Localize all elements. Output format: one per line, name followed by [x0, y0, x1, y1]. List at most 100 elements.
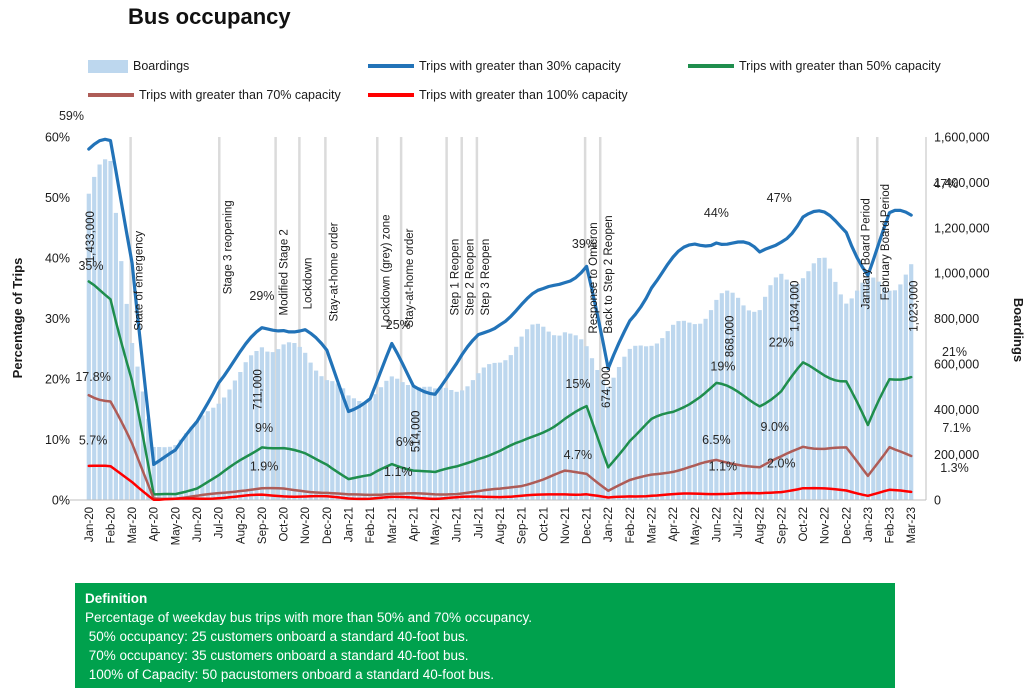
boardings-callout: 711,000 [253, 369, 265, 410]
boarding-bar [790, 284, 795, 500]
definition-box: Definition Percentage of weekday bus tri… [75, 583, 895, 688]
x-tick-label: Jun-20 [192, 507, 204, 542]
boarding-bar [378, 387, 384, 500]
left-axis-tick: 10% [45, 433, 70, 447]
x-tick-label: Sep-21 [517, 507, 529, 544]
boarding-bar [330, 381, 335, 500]
x-tick-label: May-21 [430, 507, 442, 545]
point-label: 2.0% [767, 457, 796, 471]
x-tick-label: Dec-22 [841, 507, 853, 544]
boarding-bar [855, 290, 860, 500]
boarding-bar [909, 264, 914, 500]
boarding-bar [130, 343, 135, 500]
boarding-bar [768, 285, 773, 500]
right-axis-tick: 600,000 [934, 357, 979, 371]
boarding-bar [124, 303, 129, 500]
boarding-bar [297, 346, 302, 500]
x-tick-label: Feb-21 [365, 507, 377, 543]
boarding-bar [259, 347, 264, 500]
point-label: 1.1% [384, 465, 413, 479]
x-tick-label: Jun-22 [711, 507, 723, 542]
boarding-bar [222, 397, 227, 500]
boarding-bar [552, 335, 557, 500]
event-label: Step 1 Reopen [450, 239, 462, 316]
right-axis-tick: 200,000 [934, 448, 979, 462]
boarding-bar [303, 352, 308, 500]
boardings-callout: 514,000 [411, 411, 423, 453]
boarding-bar [882, 287, 887, 500]
event-label: Stay-at-home order [404, 228, 416, 327]
x-tick-label: Jun-21 [452, 507, 464, 542]
x-tick-label: Nov-22 [820, 507, 832, 544]
boarding-bar [698, 323, 703, 500]
point-label: 22% [769, 336, 794, 350]
point-label: 59% [59, 109, 84, 123]
boarding-bar [324, 380, 329, 500]
event-label: Modified Stage 2 [279, 229, 291, 315]
legend-label: Trips with greater than 100% capacity [419, 88, 628, 102]
boarding-bar [346, 395, 351, 500]
annotations: 59% 35% 17.8% 5.7% 29% 9% 1.9% 25% 6% 1.1% 39% 15% 4… [59, 109, 971, 479]
point-label: 17.8% [75, 370, 110, 384]
x-tick-label: Feb-22 [625, 507, 637, 543]
point-label: 25% [386, 318, 411, 332]
chart-title: Bus occupancy [128, 4, 291, 29]
boarding-bar [638, 345, 643, 500]
definition-title: Definition [85, 591, 148, 606]
boarding-bar [806, 271, 811, 500]
boarding-bar [389, 376, 394, 500]
boarding-bar [784, 279, 789, 500]
boarding-bar [211, 407, 216, 500]
event-label: Step 2 Reopen [465, 239, 477, 316]
boardings-callout: 1,023,000 [908, 281, 920, 332]
series-line-2 [87, 393, 913, 501]
axis-tick-labels: 0% 10% 20% 30% 40% 50% 60% 0 200,000 400,000 600,0… [45, 131, 990, 508]
point-label: 29% [249, 289, 274, 303]
point-label: 47% [767, 191, 792, 205]
boarding-bar [243, 362, 248, 500]
boarding-bar [600, 379, 605, 500]
boarding-bar [892, 290, 897, 500]
boarding-bar [97, 164, 102, 500]
boarding-bar [113, 212, 118, 500]
point-label: 5.7% [79, 434, 108, 448]
x-tick-label: Feb-23 [885, 507, 897, 543]
boarding-bar [443, 387, 448, 500]
x-tick-label: Jan-21 [344, 507, 356, 542]
boarding-bar [833, 281, 838, 500]
boarding-bar [341, 388, 346, 500]
x-tick-label: Oct-20 [279, 507, 291, 542]
boarding-bar [865, 277, 870, 500]
x-tick-label: Jan-22 [603, 507, 615, 542]
boarding-bar [438, 386, 443, 500]
boarding-bar [681, 320, 686, 500]
right-axis-tick: 800,000 [934, 312, 979, 326]
boarding-bar [92, 176, 97, 500]
x-tick-label: Apr-22 [668, 507, 680, 542]
capacity-lines [87, 137, 913, 501]
boarding-bar [227, 389, 232, 500]
boarding-bar [481, 367, 486, 500]
boarding-bar [292, 343, 297, 500]
event-label: Step 3 Reopen [480, 239, 492, 316]
left-axis-tick: 0% [52, 494, 70, 508]
legend-label: Trips with greater than 30% capacity [419, 59, 621, 73]
left-axis-title: Percentage of Trips [10, 258, 25, 379]
legend-item-trips-with-greater-than-70-capacity: Trips with greater than 70% capacity [88, 86, 341, 104]
point-label: 4.7% [564, 448, 593, 462]
boarding-bar [433, 388, 438, 500]
line-swatch-icon [368, 64, 414, 68]
point-label: 47% [933, 177, 958, 191]
boarding-bar [633, 345, 638, 500]
boarding-bar [860, 282, 865, 500]
boarding-bar [135, 366, 140, 500]
x-tick-label: Nov-20 [300, 507, 312, 544]
boarding-bar [800, 278, 806, 500]
point-label: 9.0% [761, 420, 790, 434]
boarding-bar [579, 339, 584, 500]
x-tick-label: Aug-20 [235, 507, 247, 544]
boarding-bar [416, 387, 421, 500]
boarding-bar [351, 398, 356, 500]
boarding-bar [708, 310, 714, 500]
boarding-bar [773, 277, 778, 500]
